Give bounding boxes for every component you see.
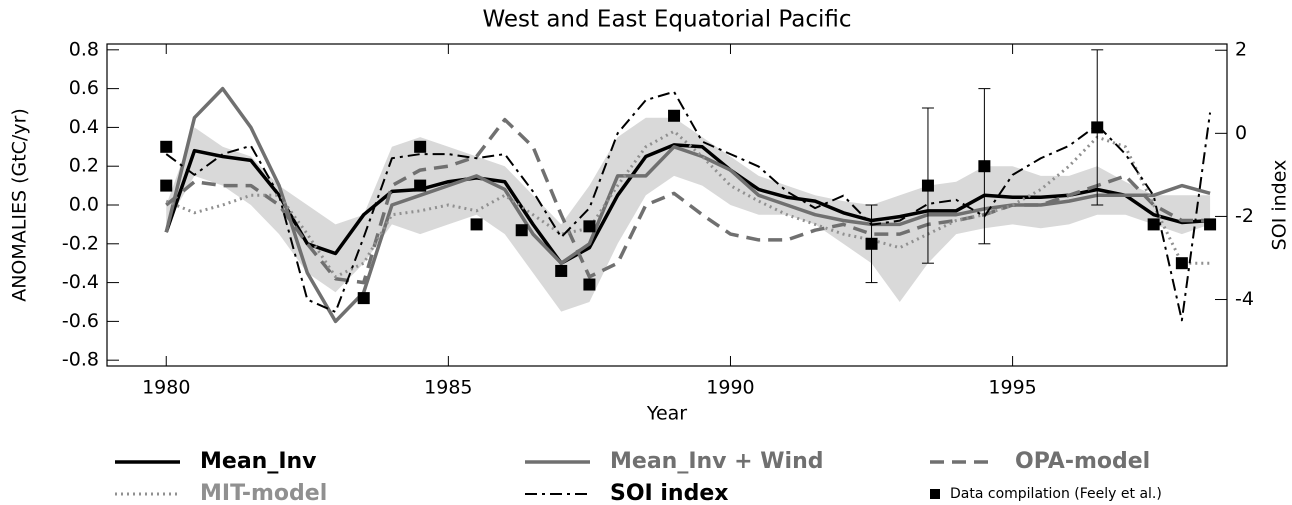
series-line — [164, 143, 1211, 265]
data-point — [668, 109, 681, 122]
series-line — [165, 129, 1211, 279]
legend-label: Mean_Inv + Wind — [610, 449, 823, 474]
data-point — [1091, 121, 1104, 134]
data-point — [583, 220, 596, 233]
x-tick-label: 1980 — [142, 377, 190, 399]
legend-label: Data compilation (Feely et al.) — [950, 486, 1162, 502]
chart-title: West and East Equatorial Pacific — [482, 7, 851, 33]
y-tick-label: 0.6 — [69, 77, 99, 99]
x-tick-label: 1985 — [424, 377, 472, 399]
y-tick-label: 0.8 — [69, 38, 99, 60]
data-point — [515, 224, 528, 237]
y-tick-label: -0.4 — [62, 271, 99, 293]
series-line — [165, 90, 1212, 322]
y2-tick-label: -2 — [1235, 205, 1254, 227]
y2-tick-label: 0 — [1235, 122, 1247, 144]
data-point — [1204, 218, 1217, 231]
data-point — [1175, 257, 1188, 270]
legend-label: Mean_Inv — [200, 449, 317, 474]
uncertainty-band — [166, 117, 1211, 312]
legend-label: OPA-model — [1015, 449, 1150, 474]
data-point — [414, 179, 427, 192]
data-point — [978, 160, 991, 173]
data-point — [555, 264, 568, 277]
data-point — [470, 218, 483, 231]
series-line — [164, 86, 1211, 324]
data-point — [865, 237, 878, 250]
data-point — [160, 140, 173, 153]
data-point — [921, 179, 934, 192]
y-tick-label: -0.6 — [62, 310, 99, 332]
y2-axis-label: SOI index — [1269, 160, 1291, 251]
y-tick-label: 0.2 — [69, 155, 99, 177]
data-point — [160, 179, 173, 192]
y-axis-label: ANOMALIES (GtC/yr) — [9, 108, 31, 302]
y-tick-label: -0.8 — [62, 349, 99, 371]
data-point — [583, 278, 596, 291]
data-point — [357, 292, 370, 305]
y2-tick-label: -4 — [1235, 288, 1254, 310]
data-point — [414, 140, 427, 153]
legend-label: MIT-model — [200, 481, 327, 505]
x-tick-label: 1990 — [706, 377, 754, 399]
x-tick-label: 1995 — [988, 377, 1036, 399]
y-tick-label: 0.0 — [69, 194, 99, 216]
x-axis-label: Year — [646, 403, 687, 425]
data-point — [1147, 218, 1160, 231]
y-tick-label: -0.2 — [62, 232, 99, 254]
legend-label: SOI index — [610, 481, 728, 505]
legend-marker — [930, 489, 940, 499]
y2-tick-label: 2 — [1235, 39, 1247, 61]
y-tick-label: 0.4 — [69, 116, 99, 138]
series-line — [165, 117, 1211, 285]
